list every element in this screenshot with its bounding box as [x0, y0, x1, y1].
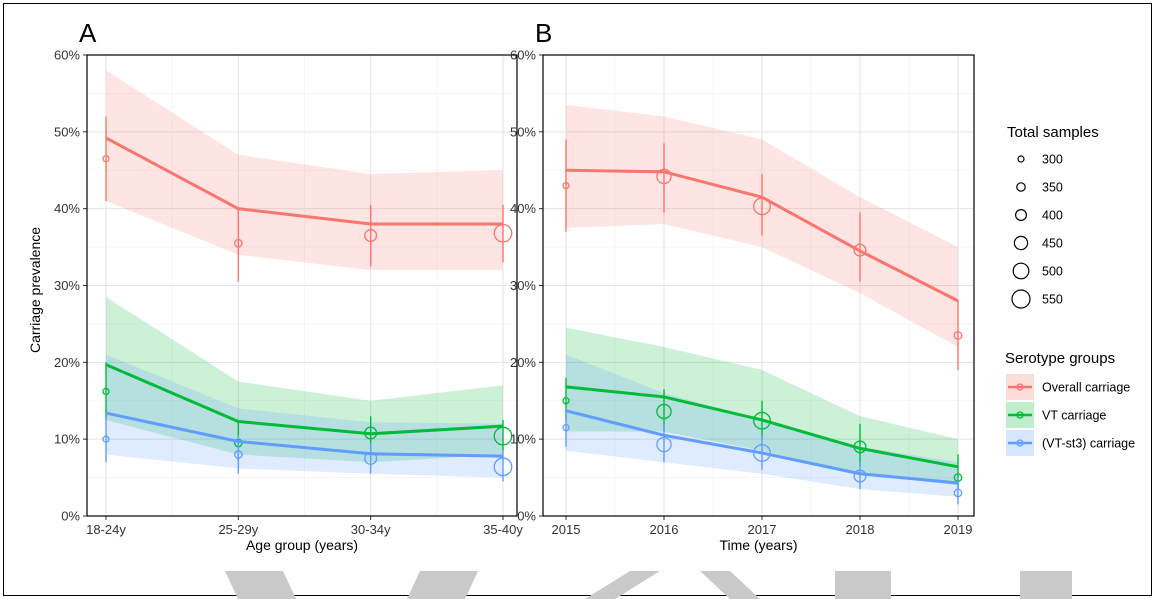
panel-a: 0% 10% 20% 30% 40% 50% 60% 18-24y 25-29y 30-34y 35… [54, 18, 523, 553]
y-tick-label: 60% [54, 48, 80, 63]
y-tick-label: 40% [510, 201, 536, 216]
observed-point [562, 181, 570, 190]
x-tick-label: 2017 [748, 522, 777, 537]
observed-point [656, 436, 672, 453]
observed-point [102, 387, 110, 396]
y-tick-label: 30% [510, 278, 536, 293]
legend-size-label: 300 [1042, 153, 1063, 167]
observed-point [656, 403, 672, 420]
observed-point [233, 238, 243, 248]
watermark [225, 571, 1072, 599]
watermark-stroke [407, 571, 478, 599]
legend-group-label: VT carriage [1042, 409, 1106, 423]
legend-size-label: 350 [1042, 181, 1063, 195]
legend-size-symbol [1017, 155, 1025, 163]
panel-label: B [535, 18, 552, 48]
y-tick-label: 10% [54, 432, 80, 447]
legend-size-symbol [1014, 209, 1027, 222]
x-axis-title: Age group (years) [246, 537, 358, 553]
watermark-stroke [700, 571, 760, 599]
fitted-line [105, 363, 504, 436]
y-axis-title: Carriage prevalence [27, 227, 43, 353]
y-tick-label: 10% [510, 432, 536, 447]
y-tick-label: 60% [510, 48, 536, 63]
x-tick-label: 25-29y [218, 522, 258, 537]
x-tick-label: 2016 [650, 522, 679, 537]
fitted-line [565, 385, 959, 469]
x-tick-label: 2015 [552, 522, 581, 537]
confidence-band [106, 354, 503, 478]
legend-size-symbol [1012, 262, 1030, 280]
watermark-stroke [225, 571, 296, 599]
observed-point [493, 457, 513, 477]
legend-group-point [1016, 411, 1024, 419]
observed-point [562, 423, 570, 432]
x-tick-label: 35-40y [483, 522, 523, 537]
y-tick-label: 40% [54, 201, 80, 216]
legend-size-label: 550 [1042, 293, 1063, 307]
observed-point [364, 451, 378, 465]
legend-size-label: 450 [1042, 237, 1063, 251]
fitted-line [565, 168, 959, 303]
watermark-stroke [585, 571, 660, 599]
panel-label: A [79, 18, 97, 48]
observed-point [753, 444, 771, 462]
panel-b: 0% 10% 20% 30% 40% 50% 60% 2015 2016 2017 2018 2019… [510, 18, 975, 553]
y-tick-label: 30% [54, 278, 80, 293]
x-tick-label: 18-24y [86, 522, 126, 537]
x-axis-title: Time (years) [719, 537, 797, 553]
legend-size-symbol [1016, 182, 1026, 192]
legend-size-title: Total samples [1007, 124, 1099, 141]
observed-point [102, 435, 110, 443]
legend-group-entries: Overall carriage VT carriage (VT-st3) carr… [1006, 374, 1135, 456]
x-tick-label: 2019 [944, 522, 973, 537]
observed-point [853, 440, 867, 454]
y-tick-label: 20% [510, 355, 536, 370]
y-tick-label: 50% [54, 124, 80, 139]
observed-point [953, 331, 963, 340]
observed-point [656, 168, 672, 185]
legend-size-label: 400 [1042, 209, 1063, 223]
legend-size-label: 500 [1042, 265, 1063, 279]
observed-point [233, 450, 243, 459]
legend-group-title: Serotype groups [1005, 350, 1115, 367]
fitted-line [565, 409, 959, 485]
observed-point [493, 426, 513, 446]
legend-group-label: Overall carriage [1042, 381, 1130, 395]
y-tick-label: 20% [54, 355, 80, 370]
watermark-stroke [835, 571, 891, 599]
legend-size-symbol [1013, 235, 1029, 251]
observed-point [364, 229, 378, 243]
legend-group-point [1016, 383, 1024, 391]
y-tick-label: 50% [510, 124, 536, 139]
x-tick-label: 2018 [846, 522, 875, 537]
y-tick-label: 0% [517, 509, 536, 524]
observed-point [853, 469, 867, 483]
plot-border [542, 54, 975, 517]
fitted-line [105, 136, 503, 226]
observed-point [853, 243, 867, 257]
x-tick-label: 30-34y [351, 522, 391, 537]
confidence-band [106, 297, 503, 463]
observed-point [102, 155, 110, 163]
observed-point [493, 223, 513, 243]
observed-point [562, 397, 570, 405]
observed-point [364, 426, 378, 440]
legend-size-symbol [1011, 289, 1031, 309]
legend-group-point [1016, 439, 1024, 447]
legend-size-entries: 300 350 400 450 500 550 [1011, 153, 1063, 309]
observed-point [753, 411, 771, 430]
fitted-line [105, 411, 504, 458]
watermark-stroke [1020, 571, 1072, 599]
plot-border [86, 54, 518, 517]
observed-point [953, 488, 963, 498]
confidence-band [106, 70, 503, 271]
legend-group-label: (VT-st3) carriage [1042, 437, 1135, 451]
y-tick-label: 0% [61, 509, 80, 524]
observed-point [753, 197, 771, 216]
legend: Total samples 300 350 400 450 500 550 Serotyp… [1005, 124, 1135, 456]
